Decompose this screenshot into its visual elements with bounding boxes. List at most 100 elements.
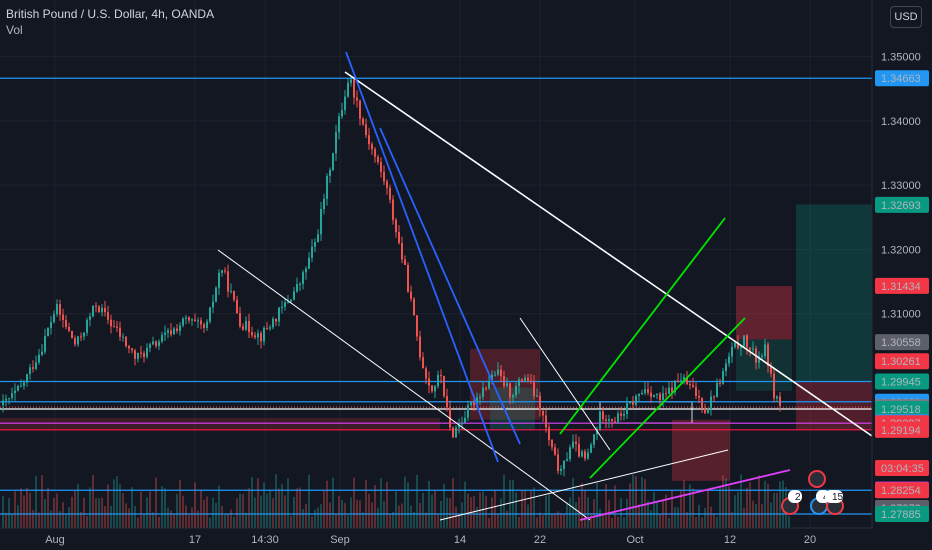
volume-bar <box>218 485 220 528</box>
volume-bar <box>602 513 604 528</box>
candle-body <box>44 336 46 352</box>
candle-body <box>770 365 772 374</box>
volume-bar <box>758 475 760 528</box>
candle-body <box>536 395 538 397</box>
volume-bar <box>47 487 49 528</box>
volume-bar <box>284 495 286 528</box>
time-label: 12 <box>724 534 736 546</box>
candle-body <box>683 377 685 381</box>
candle-body <box>179 325 181 331</box>
volume-bar <box>629 483 631 528</box>
candle-body <box>122 336 124 338</box>
candle-body <box>269 327 271 329</box>
volume-bar <box>164 488 166 528</box>
volume-bar <box>77 483 79 528</box>
candle-body <box>161 334 163 342</box>
price-tag <box>875 277 929 294</box>
volume-bar <box>461 502 463 528</box>
candle-body <box>419 336 421 358</box>
volume-bar <box>98 498 100 528</box>
position-zone <box>0 417 440 431</box>
candle-body <box>725 363 727 372</box>
symbol-title[interactable]: British Pound / U.S. Dollar, 4h, OANDA <box>6 7 215 21</box>
volume-bar <box>17 505 19 528</box>
price-tag-label: 1.33000 <box>881 180 921 192</box>
candle-body <box>341 110 343 117</box>
event-badges[interactable]: 2415 <box>781 470 844 515</box>
candle-body <box>146 347 148 357</box>
volume-bar <box>596 482 598 528</box>
candle-body <box>50 322 52 328</box>
candle-body <box>389 187 391 200</box>
candle-body <box>509 383 511 398</box>
chart-header: British Pound / U.S. Dollar, 4h, OANDA V… <box>6 6 214 38</box>
candle-body <box>353 79 355 98</box>
volume-bar <box>245 512 247 528</box>
candle-body <box>158 341 160 346</box>
magenta-trend-line <box>579 469 791 521</box>
candle-body <box>17 385 19 391</box>
volume-bar <box>716 516 718 528</box>
candle-body <box>80 336 82 338</box>
volume-bar <box>194 482 196 528</box>
currency-button[interactable]: USD <box>890 6 922 28</box>
volume-bar <box>80 511 82 528</box>
candle-body <box>95 305 97 307</box>
volume-bar <box>755 503 757 528</box>
candle-body <box>524 377 526 383</box>
candle-body <box>194 319 196 322</box>
uk-flag-icon[interactable] <box>808 470 826 488</box>
candle-body <box>284 302 286 307</box>
candle-body <box>629 401 631 404</box>
candle-body <box>707 409 709 413</box>
candle-body <box>386 181 388 188</box>
candle-body <box>602 411 604 420</box>
candle-body <box>710 396 712 410</box>
candle-body <box>485 387 487 389</box>
candle-body <box>272 318 274 328</box>
candle-body <box>209 307 211 322</box>
candle-body <box>401 243 403 260</box>
candle-body <box>371 144 373 150</box>
volume-bar <box>362 512 364 528</box>
price-tag-label: 1.30558 <box>881 337 921 349</box>
candles <box>2 75 781 477</box>
candle-body <box>86 319 88 333</box>
volume-bar <box>212 497 214 528</box>
candle-body <box>737 342 739 349</box>
candle-body <box>674 380 676 393</box>
candle-body <box>563 460 565 469</box>
event-count-badge <box>788 490 802 503</box>
candle-body <box>149 344 151 348</box>
candle-body <box>260 333 262 342</box>
volume-bar <box>146 497 148 528</box>
volume-bar <box>680 489 682 528</box>
volume-bar <box>317 507 319 528</box>
candle-body <box>440 375 442 377</box>
volume-bar <box>224 514 226 528</box>
volume-bar <box>281 484 283 528</box>
volume-bar <box>512 479 514 528</box>
volume-bar <box>464 481 466 528</box>
volume-bar <box>740 474 742 528</box>
major-downtrend-line <box>344 71 873 437</box>
candle-body <box>680 380 682 383</box>
candle-body <box>719 382 721 384</box>
volume-bar <box>83 497 85 528</box>
volume-bar <box>269 489 271 528</box>
volume-bar <box>515 492 517 528</box>
candle-body <box>494 374 496 376</box>
volume-indicator-label[interactable]: Vol <box>6 23 23 37</box>
candle-body <box>35 362 37 369</box>
candle-body <box>188 317 190 321</box>
candle-body <box>137 352 139 359</box>
price-axis: 1.35000 1.34663 1.34000 1.33000 1.32693 1.320… <box>871 0 932 550</box>
volume-bar <box>689 484 691 528</box>
candle-body <box>452 427 454 438</box>
candle-body <box>512 395 514 398</box>
volume-bar <box>263 482 265 528</box>
volume-bar <box>434 490 436 528</box>
volume-bar <box>2 495 4 528</box>
volume-bar <box>413 512 415 528</box>
